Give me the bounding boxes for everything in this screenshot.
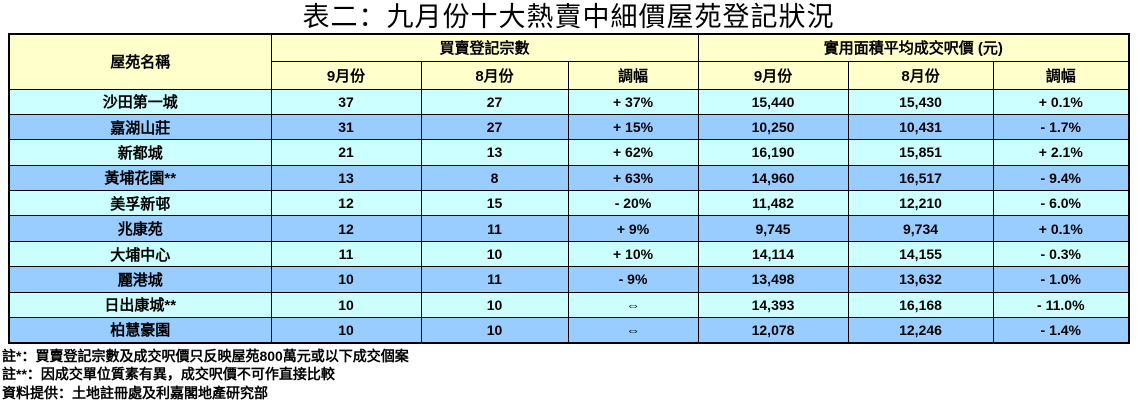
cell-price-aug: 13,632: [847, 266, 994, 293]
cell-reg-aug: 10: [420, 240, 569, 268]
cell-price-aug: 10,431: [847, 113, 994, 141]
header-registrations-group: 買賣登記宗數: [270, 33, 699, 62]
cell-reg-change: ⇔: [567, 317, 699, 344]
cell-estate: 日出康城**: [8, 291, 272, 319]
table-row: 兆康苑 12 11 + 9% 9,745 9,734 + 0.1%: [8, 215, 1130, 242]
header-price-september: 9月份: [697, 60, 849, 90]
table-row: 新都城 21 13 + 62% 16,190 15,851 + 2.1%: [8, 139, 1130, 166]
cell-estate: 柏慧豪園: [8, 317, 272, 344]
header-price-change: 調幅: [992, 60, 1130, 90]
cell-reg-change: ⇔: [567, 291, 699, 319]
cell-reg-change: - 20%: [567, 190, 699, 217]
table-row: 嘉湖山莊 31 27 + 15% 10,250 10,431- 1.7%: [8, 113, 1130, 141]
cell-reg-sep: 31: [270, 113, 422, 141]
table-body: 沙田第一城 37 27 + 37% 15,440 15,430 + 0.1% 嘉湖山莊 31 27…: [8, 88, 1130, 344]
table-row: 沙田第一城 37 27 + 37% 15,440 15,430 + 0.1%: [8, 88, 1130, 115]
cell-price-aug: 15,851: [847, 139, 994, 166]
footnote-source: 資料提供：土地註冊處及利嘉閣地產研究部: [2, 384, 268, 401]
cell-reg-sep: 37: [270, 88, 422, 115]
cell-price-sep: 10,250: [697, 113, 849, 141]
cell-reg-aug: 15: [420, 190, 569, 217]
cell-reg-change: + 63%: [567, 164, 699, 192]
table-row: 大埔中心 11 10 + 10% 14,114 14,155- 0.3%: [8, 240, 1130, 268]
cell-reg-aug: 11: [420, 215, 569, 242]
cell-reg-sep: 12: [270, 190, 422, 217]
cell-price-change: - 11.0%: [992, 291, 1130, 319]
cell-reg-change: + 15%: [567, 113, 699, 141]
cell-price-sep: 11,482: [697, 190, 849, 217]
cell-reg-sep: 10: [270, 266, 422, 293]
cell-reg-aug: 27: [420, 88, 569, 115]
cell-price-aug: 16,168: [847, 291, 994, 319]
cell-price-change: - 1.0%: [992, 266, 1130, 293]
cell-reg-aug: 11: [420, 266, 569, 293]
header-reg-august: 8月份: [420, 60, 569, 90]
cell-price-change: + 0.1%: [992, 215, 1130, 242]
cell-estate: 大埔中心: [8, 240, 272, 268]
header-estate-name: 屋苑名稱: [8, 33, 272, 90]
cell-price-sep: 14,393: [697, 291, 849, 319]
page-title: 表二：九月份十大熱賣中細價屋苑登記狀況: [302, 2, 835, 32]
cell-price-aug: 12,246: [847, 317, 994, 344]
cell-price-change: - 1.7%: [992, 113, 1130, 141]
cell-reg-aug: 13: [420, 139, 569, 166]
header-price-august: 8月份: [847, 60, 994, 90]
cell-estate: 沙田第一城: [8, 88, 272, 115]
estates-table: 屋苑名稱 買賣登記宗數 實用面積平均成交呎價 (元) 9月份 8月份 調幅 9月…: [8, 33, 1131, 344]
table-row: 麗港城 10 11- 9% 13,498 13,632- 1.0%: [8, 266, 1130, 293]
header-group-row: 屋苑名稱 買賣登記宗數 實用面積平均成交呎價 (元): [8, 33, 1130, 90]
table-row: 柏慧豪園 10 10 ⇔ 12,078 12,246- 1.4%: [8, 317, 1130, 344]
cell-price-sep: 13,498: [697, 266, 849, 293]
footnotes: 註*：買賣登記宗數及成交呎價只反映屋苑800萬元或以下成交個案 註**：因成交單…: [0, 347, 1137, 403]
cell-price-sep: 15,440: [697, 88, 849, 115]
cell-estate: 兆康苑: [8, 215, 272, 242]
cell-estate: 新都城: [8, 139, 272, 166]
cell-price-sep: 14,960: [697, 164, 849, 192]
cell-reg-sep: 10: [270, 291, 422, 319]
cell-reg-aug: 10: [420, 317, 569, 344]
cell-price-change: + 0.1%: [992, 88, 1130, 115]
cell-reg-change: + 37%: [567, 88, 699, 115]
cell-price-change: - 6.0%: [992, 190, 1130, 217]
table-row: 日出康城** 10 10 ⇔ 14,393 16,168- 11.0%: [8, 291, 1130, 319]
cell-estate: 美孚新邨: [8, 190, 272, 217]
cell-reg-aug: 27: [420, 113, 569, 141]
cell-price-sep: 12,078: [697, 317, 849, 344]
cell-price-aug: 9,734: [847, 215, 994, 242]
cell-reg-aug: 8: [420, 164, 569, 192]
cell-reg-change: + 62%: [567, 139, 699, 166]
table-row: 美孚新邨 12 15- 20% 11,482 12,210- 6.0%: [8, 190, 1130, 217]
cell-price-aug: 16,517: [847, 164, 994, 192]
cell-price-change: - 9.4%: [992, 164, 1130, 192]
cell-reg-change: - 9%: [567, 266, 699, 293]
cell-price-aug: 14,155: [847, 240, 994, 268]
header-reg-september: 9月份: [270, 60, 422, 90]
cell-price-aug: 12,210: [847, 190, 994, 217]
cell-reg-change: + 9%: [567, 215, 699, 242]
cell-price-change: + 2.1%: [992, 139, 1130, 166]
cell-estate: 麗港城: [8, 266, 272, 293]
cell-estate: 黃埔花園**: [8, 164, 272, 192]
cell-reg-sep: 21: [270, 139, 422, 166]
header-price-group: 實用面積平均成交呎價 (元): [697, 33, 1130, 62]
cell-reg-sep: 12: [270, 215, 422, 242]
cell-reg-aug: 10: [420, 291, 569, 319]
header-sub-row: 9月份 8月份 調幅 9月份 8月份 調幅: [9, 60, 1130, 90]
cell-price-change: - 1.4%: [992, 317, 1130, 344]
cell-reg-sep: 11: [270, 240, 422, 268]
cell-reg-sep: 10: [270, 317, 422, 344]
cell-reg-sep: 13: [270, 164, 422, 192]
cell-estate: 嘉湖山莊: [8, 113, 272, 141]
cell-reg-change: + 10%: [567, 240, 699, 268]
cell-price-sep: 14,114: [697, 240, 849, 268]
table-row: 黃埔花園** 13 8 + 63% 14,960 16,517- 9.4%: [8, 164, 1130, 192]
cell-price-sep: 16,190: [697, 139, 849, 166]
cell-price-aug: 15,430: [847, 88, 994, 115]
cell-price-sep: 9,745: [697, 215, 849, 242]
footnote-double-asterisk: 註**：因成交單位質素有異，成交呎價不可作直接比較: [2, 366, 335, 383]
header-reg-change: 調幅: [567, 60, 699, 90]
footnote-single-asterisk: 註*：買賣登記宗數及成交呎價只反映屋苑800萬元或以下成交個案: [2, 347, 409, 364]
cell-price-change: - 0.3%: [992, 240, 1130, 268]
